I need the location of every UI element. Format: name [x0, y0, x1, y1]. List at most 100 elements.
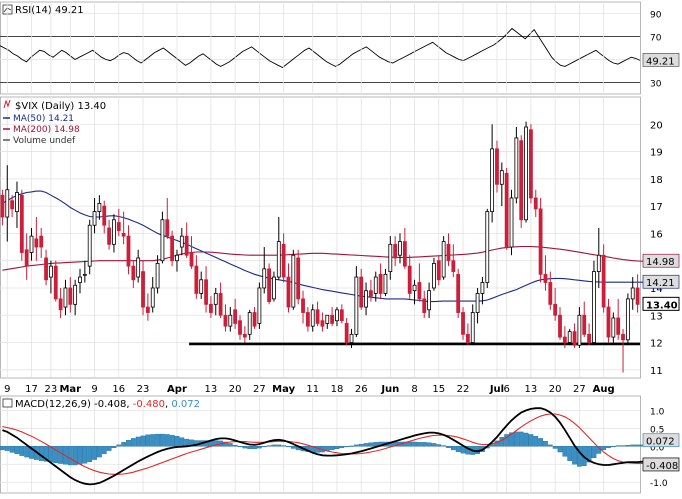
macd-histogram-bar: [14, 446, 20, 455]
rsi-tick-label: 90: [650, 11, 662, 21]
date-tick-label: 27: [573, 384, 586, 395]
candle-body: [533, 197, 538, 210]
macd-histogram-bar: [53, 446, 59, 464]
legend-entry: MA(200) 14.98: [13, 125, 80, 135]
candle-body: [339, 309, 344, 322]
macd-histogram-bar: [160, 433, 165, 447]
date-tick-label: Jul: [489, 384, 504, 395]
macd-histogram-bar: [455, 446, 461, 452]
candle-body: [247, 312, 252, 335]
macd-histogram-bar: [135, 436, 141, 447]
candle-body: [325, 314, 330, 324]
macd-histogram-bar: [538, 438, 543, 447]
macd-histogram-bar: [19, 446, 25, 456]
rsi-frame: [0, 1, 641, 95]
candle-body: [524, 126, 528, 221]
macd-histogram-bar: [426, 442, 432, 447]
macd-histogram-bar: [567, 446, 573, 461]
candle-body: [87, 224, 92, 267]
macd-histogram-bar: [635, 444, 640, 447]
legend-entry: Volume undef: [13, 136, 76, 146]
macd-histogram-bar: [412, 441, 417, 447]
date-tick-label: 11: [306, 384, 319, 395]
date-tick-label: 26: [355, 384, 368, 395]
macd-histogram-bar: [29, 446, 34, 459]
macd-histogram-bar: [82, 446, 88, 464]
candle-body: [388, 243, 393, 273]
candle-body: [15, 192, 19, 212]
macd-histogram-bar: [407, 441, 413, 447]
candle-body: [446, 243, 451, 262]
macd-histogram-bar: [436, 444, 442, 447]
macd-histogram-bar: [140, 435, 146, 447]
macd-histogram-bar: [77, 446, 83, 465]
macd-histogram-bar: [528, 434, 534, 447]
macd-histogram-bar: [431, 443, 437, 447]
candle-body: [567, 331, 572, 343]
candle-body: [252, 312, 257, 327]
candle-body: [0, 194, 5, 218]
candle-body: [296, 257, 301, 300]
candle-body: [286, 276, 291, 308]
candle-body: [301, 298, 305, 313]
candle-body: [529, 129, 533, 199]
date-tick-label: 20: [549, 384, 562, 395]
date-tick-label: 13: [205, 384, 218, 395]
price-frame: [0, 96, 641, 379]
macd-line: [2, 407, 657, 486]
date-tick-label: Apr: [167, 384, 187, 395]
candle-body: [451, 260, 456, 273]
macd-histogram-bar: [286, 446, 291, 448]
rsi-value-label: 49.21: [646, 56, 675, 67]
candle-body: [155, 263, 160, 289]
candle-body: [538, 208, 543, 275]
macd-histogram-bar: [533, 436, 539, 447]
candle-body: [364, 290, 368, 308]
macd-histogram-bar: [557, 446, 563, 453]
candle-body: [82, 273, 87, 276]
candle-body: [495, 148, 499, 185]
current-price-label: 13.40: [646, 300, 678, 311]
macd-frame: [0, 395, 641, 494]
candle-body: [150, 287, 155, 308]
macd-histogram-bar: [329, 446, 335, 451]
macd-histogram-bar: [358, 443, 364, 447]
candle-body: [223, 314, 228, 327]
macd-histogram-bar: [494, 440, 500, 447]
candle-body: [461, 312, 465, 335]
candle-body: [194, 265, 199, 294]
legend-entry: MA(50) 14.21: [13, 114, 74, 124]
candle-body: [407, 265, 412, 294]
candle-body: [160, 219, 165, 262]
macd-histogram-bar: [92, 446, 97, 460]
candle-body: [562, 336, 567, 343]
candle-body: [39, 235, 44, 248]
candle-body: [490, 148, 495, 212]
candle-body: [310, 309, 315, 327]
macd-histogram-bar: [509, 432, 514, 447]
candle-body: [393, 243, 398, 259]
price-legend-icon: [3, 99, 11, 109]
macd-histogram-bar: [242, 446, 248, 449]
macd-histogram-bar: [441, 445, 447, 447]
date-tick-label: 15: [432, 384, 445, 395]
candle-body: [611, 317, 616, 338]
candle-body: [485, 211, 490, 283]
candle-body: [267, 268, 271, 303]
candle-body: [58, 298, 63, 311]
candle-body: [78, 276, 82, 283]
candle-body: [330, 314, 335, 324]
candle-body: [262, 268, 267, 289]
candle-body: [238, 320, 242, 335]
ma50-value-label-box: [642, 274, 680, 289]
macd-tick-label: 1.0: [650, 407, 665, 417]
candle-body: [189, 252, 194, 267]
price-tick-label: 14: [650, 284, 663, 295]
candle-body: [577, 314, 582, 346]
ma200-value-label-box: [642, 253, 680, 268]
candle-body: [601, 254, 606, 308]
candle-body: [630, 287, 635, 300]
macd-histogram-bar: [9, 446, 15, 453]
candle-body: [606, 306, 611, 338]
